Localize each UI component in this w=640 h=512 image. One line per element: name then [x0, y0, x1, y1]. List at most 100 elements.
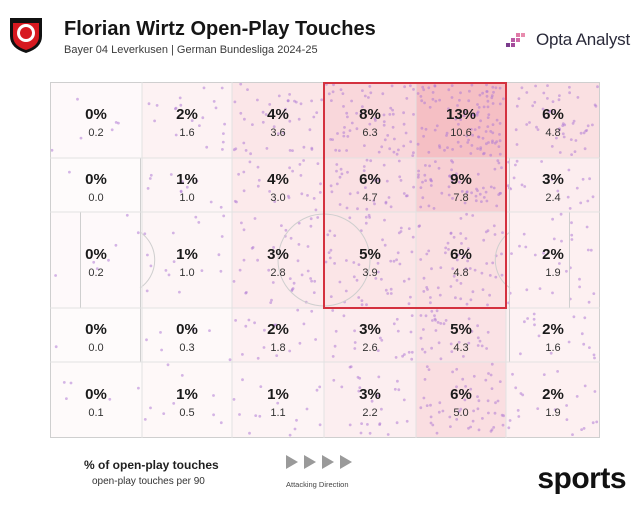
touch-dot — [556, 189, 560, 193]
touch-dot — [515, 159, 519, 163]
touch-dot — [492, 426, 496, 429]
zone-per90-label: 6.3 — [362, 127, 377, 139]
touch-dot — [427, 368, 431, 371]
touch-dot — [239, 111, 243, 115]
touch-dot — [487, 372, 490, 375]
touch-dot — [419, 336, 423, 340]
zone-per90-label: 0.0 — [88, 192, 103, 204]
heat-zone — [142, 158, 232, 212]
touch-dot — [392, 150, 396, 154]
touch-dot — [477, 126, 481, 129]
touch-dot — [582, 427, 586, 430]
touch-dot — [546, 84, 549, 87]
touch-dot — [549, 109, 553, 113]
zone-per90-label: 0.3 — [179, 342, 194, 354]
touch-dot — [591, 123, 594, 127]
touch-dot — [376, 261, 380, 265]
touch-dot — [353, 347, 357, 350]
touch-dot — [462, 355, 465, 358]
touch-dot — [146, 253, 149, 257]
zone-labels: 0% 0.2 2% 1.6 4% 3.6 8% 6.3 13% 10.6 6% 4.8 0% 0.0 1% 1… — [85, 106, 564, 419]
touch-dot — [240, 221, 243, 225]
touch-dot — [376, 349, 380, 352]
touch-dot — [329, 184, 333, 188]
touch-dot — [258, 414, 262, 418]
touch-dot — [382, 163, 386, 167]
touch-dot — [592, 353, 596, 357]
zone-percent-label: 2% — [267, 321, 289, 338]
zone-percent-label: 2% — [176, 106, 198, 123]
touch-dot — [450, 96, 454, 99]
touch-dot — [265, 147, 269, 150]
touch-dot — [364, 215, 368, 219]
touch-dot — [487, 411, 490, 415]
attacking-direction-arrows — [286, 455, 352, 469]
touch-dot — [565, 269, 568, 273]
touch-dot — [174, 107, 177, 111]
touch-dot — [489, 373, 493, 377]
touch-dot — [171, 231, 175, 235]
touch-dot — [79, 136, 83, 140]
heat-zone — [416, 212, 506, 308]
touch-dot — [269, 301, 273, 304]
touch-dot — [466, 259, 469, 263]
touch-dot — [494, 401, 497, 405]
touch-dot — [340, 172, 344, 176]
touch-dot — [333, 234, 337, 238]
touch-dot — [405, 419, 409, 423]
touch-dot — [493, 167, 497, 171]
touch-dot — [125, 213, 129, 217]
zone-percent-label: 3% — [267, 246, 289, 263]
touch-dot — [69, 381, 73, 385]
touch-dot — [379, 336, 382, 340]
touch-dot — [462, 114, 466, 118]
heat-zone — [232, 82, 324, 158]
touch-dot — [299, 174, 303, 177]
touch-dot — [558, 94, 561, 97]
touch-dot — [561, 132, 565, 136]
touch-dot — [459, 232, 463, 235]
touch-dot — [429, 184, 433, 187]
touch-dot — [244, 324, 248, 328]
touch-dot — [377, 375, 381, 379]
zone-per90-label: 1.6 — [545, 342, 560, 354]
touch-dot — [399, 226, 403, 230]
touch-dot — [580, 332, 584, 336]
touch-dot — [353, 341, 357, 344]
touch-dot — [385, 179, 389, 183]
touch-dot — [232, 280, 236, 283]
touch-dot — [434, 160, 437, 163]
touch-dot — [348, 129, 352, 132]
touch-dot — [360, 299, 364, 302]
touch-dot — [345, 149, 348, 152]
touch-dot — [482, 238, 486, 242]
heat-zone — [232, 158, 324, 212]
touch-dot — [409, 84, 412, 88]
touch-dot — [467, 317, 471, 321]
touch-dot — [439, 322, 443, 325]
touch-dot — [425, 252, 429, 256]
zone-percent-label: 4% — [267, 106, 289, 123]
touch-dot — [445, 131, 449, 135]
touch-dot — [567, 340, 571, 344]
heat-zone — [232, 362, 324, 438]
touch-dot — [476, 344, 480, 347]
touch-dot — [470, 191, 473, 195]
touch-dot — [368, 216, 371, 219]
touch-dot — [417, 173, 420, 177]
touch-dot — [498, 133, 501, 136]
touch-dot — [462, 255, 466, 259]
touch-dot — [334, 148, 338, 152]
touch-dot — [475, 187, 478, 191]
touch-dot — [524, 245, 528, 249]
touch-dot — [392, 259, 396, 263]
touch-dot — [397, 159, 401, 163]
touch-dot — [402, 398, 406, 402]
sports-watermark: sports — [537, 462, 626, 495]
touch-dot — [348, 216, 352, 220]
touch-dot — [233, 100, 237, 104]
touch-dot — [481, 136, 485, 140]
touch-dot — [395, 152, 399, 156]
zone-per90-label: 0.5 — [179, 407, 194, 419]
touch-dot — [212, 394, 215, 397]
